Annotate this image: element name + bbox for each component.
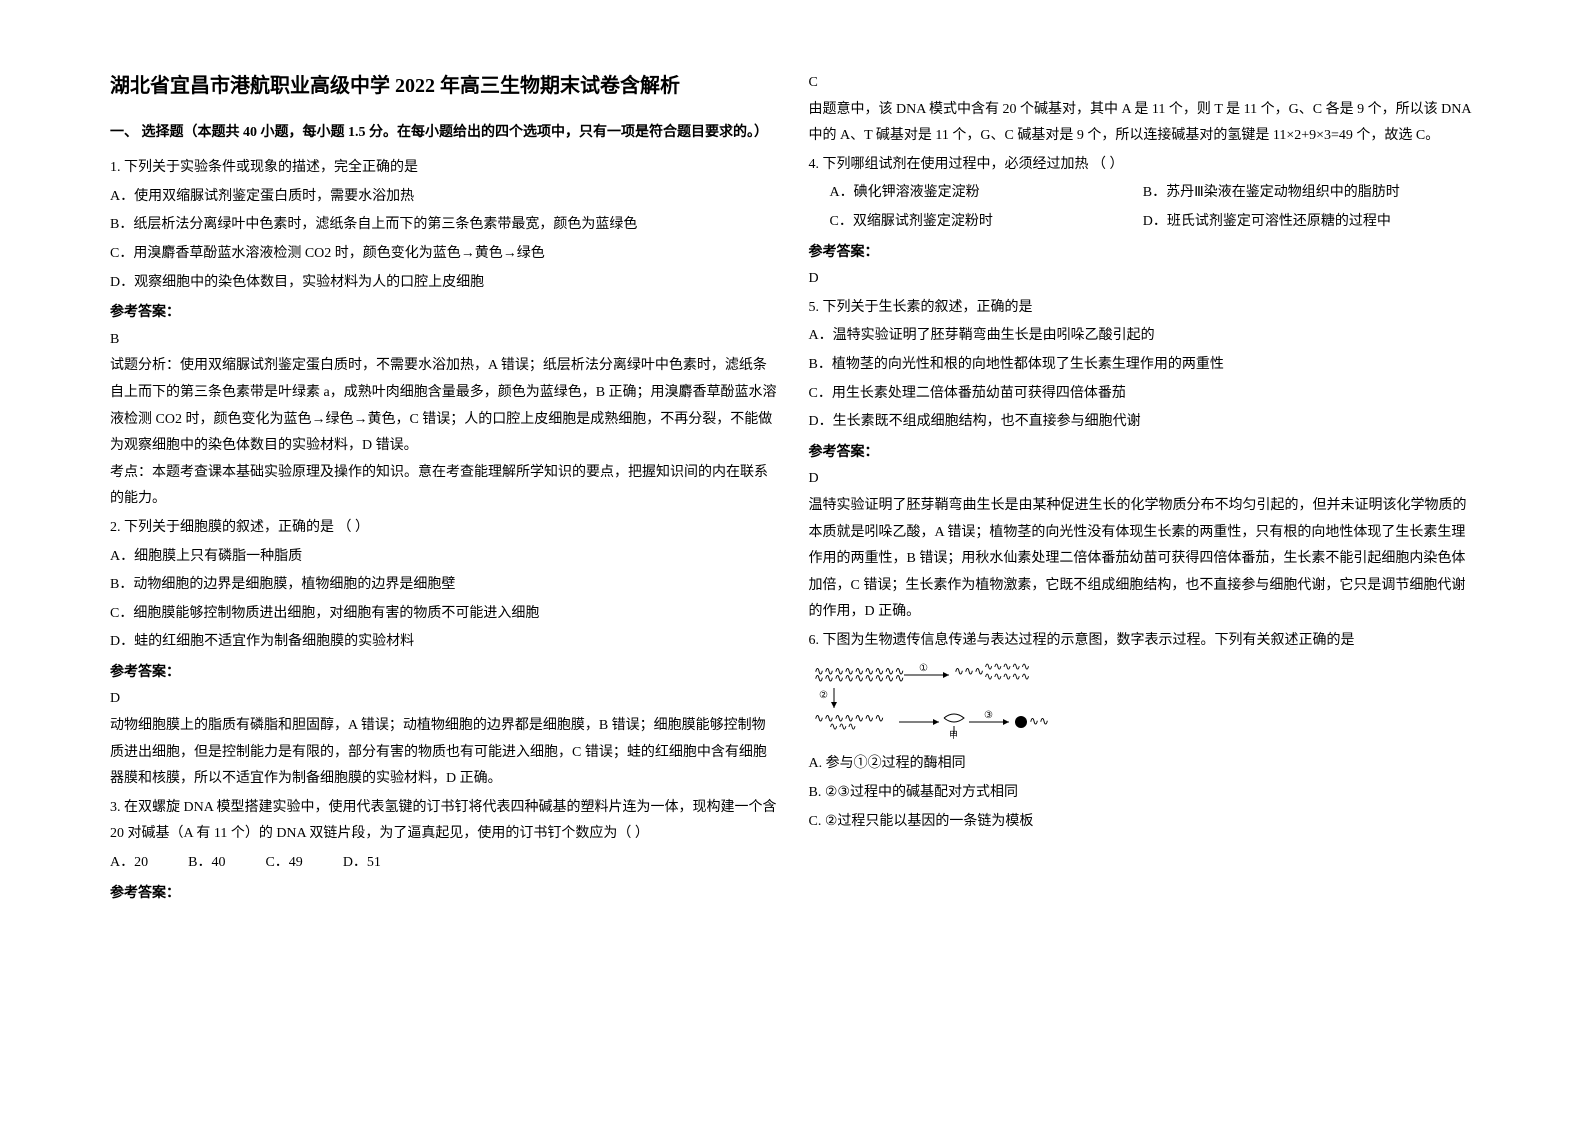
q5-stem: 5. 下列关于生长素的叙述，正确的是 — [809, 295, 1478, 322]
arrow1-head — [943, 672, 949, 678]
q5-answer: D — [809, 466, 1478, 493]
q3-options: A．20 B．40 C．49 D．51 — [110, 850, 779, 877]
q2-answer-label: 参考答案： — [110, 660, 779, 687]
q4-stem: 4. 下列哪组试剂在使用过程中，必须经过加热 （ ） — [809, 152, 1478, 179]
q5-opt-b: B．植物茎的向光性和根的向地性都体现了生长素生理作用的两重性 — [809, 352, 1478, 379]
q3-answer: C — [809, 70, 1478, 97]
flow-diagram-svg: ∿∿∿∿∿∿∿∿∿ ∿∿∿∿∿∿∿∿∿ ① ∿∿∿ ∿∿∿∿∿ ∿∿∿∿∿ ② … — [809, 660, 1089, 740]
q6-opt-b: B. ②③过程中的碱基配对方式相同 — [809, 780, 1478, 807]
q5-opt-d: D．生长素既不组成细胞结构，也不直接参与细胞代谢 — [809, 409, 1478, 436]
q4-row2: C．双缩脲试剂鉴定淀粉时 D．班氏试剂鉴定可溶性还原糖的过程中 — [809, 209, 1478, 236]
rib-label: 甲 — [949, 730, 958, 740]
q4-opt-a: A．碘化钾溶液鉴定淀粉 — [809, 180, 1143, 207]
q2-opt-b: B．动物细胞的边界是细胞膜，植物细胞的边界是细胞壁 — [110, 572, 779, 599]
q1-stem: 1. 下列关于实验条件或现象的描述，完全正确的是 — [110, 155, 779, 182]
q3-opt-d: D．51 — [343, 850, 381, 877]
q1-answer-label: 参考答案： — [110, 300, 779, 327]
arrow2-head — [831, 702, 837, 708]
q4-opt-d: D．班氏试剂鉴定可溶性还原糖的过程中 — [1143, 209, 1477, 236]
dna-right1: ∿∿∿ — [954, 664, 984, 678]
q6-opt-a: A. 参与①②过程的酶相同 — [809, 751, 1478, 778]
q2-answer: D — [110, 686, 779, 713]
q3-opt-a: A．20 — [110, 850, 148, 877]
q3-explain: 由题意中，该 DNA 模式中含有 20 个碱基对，其中 A 是 11 个，则 T… — [809, 97, 1478, 150]
q2-explain: 动物细胞膜上的脂质有磷脂和胆固醇，A 错误；动植物细胞的边界都是细胞膜，B 错误… — [110, 713, 779, 793]
rna-left-b: ∿∿∿ — [829, 721, 857, 733]
q5-opt-c: C．用生长素处理二倍体番茄幼苗可获得四倍体番茄 — [809, 381, 1478, 408]
section-header: 一、 选择题（本题共 40 小题，每小题 1.5 分。在每小题给出的四个选项中，… — [110, 120, 779, 145]
q3-answer-label: 参考答案： — [110, 881, 779, 908]
q6-opt-c: C. ②过程只能以基因的一条链为模板 — [809, 809, 1478, 836]
arrow3b-head — [1003, 719, 1009, 725]
q5-opt-a: A．温特实验证明了胚芽鞘弯曲生长是由吲哚乙酸引起的 — [809, 323, 1478, 350]
label-2: ② — [819, 690, 828, 701]
q4-opt-b: B．苏丹Ⅲ染液在鉴定动物组织中的脂肪时 — [1143, 180, 1477, 207]
q5-answer-label: 参考答案： — [809, 440, 1478, 467]
dna-right2-b: ∿∿∿∿∿ — [984, 671, 1030, 683]
arrow3a-head — [933, 719, 939, 725]
dna-left-b: ∿∿∿∿∿∿∿∿∿ — [814, 671, 905, 685]
q2-opt-d: D．蛙的红细胞不适宜作为制备细胞膜的实验材料 — [110, 629, 779, 656]
q6-stem: 6. 下图为生物遗传信息传递与表达过程的示意图，数字表示过程。下列有关叙述正确的… — [809, 628, 1478, 655]
protein-dot — [1015, 716, 1027, 728]
q3-opt-b: B．40 — [188, 850, 225, 877]
q4-answer: D — [809, 266, 1478, 293]
exam-title: 湖北省宜昌市港航职业高级中学 2022 年高三生物期末试卷含解析 — [110, 70, 779, 102]
q1-explain2: 考点：本题考查课本基础实验原理及操作的知识。意在考查能理解所学知识的要点，把握知… — [110, 460, 779, 513]
q4-row1: A．碘化钾溶液鉴定淀粉 B．苏丹Ⅲ染液在鉴定动物组织中的脂肪时 — [809, 180, 1478, 207]
q4-opt-c: C．双缩脲试剂鉴定淀粉时 — [809, 209, 1143, 236]
q1-opt-a: A．使用双缩脲试剂鉴定蛋白质时，需要水浴加热 — [110, 184, 779, 211]
label-3: ③ — [984, 710, 993, 721]
q3-opt-c: C．49 — [265, 850, 302, 877]
q2-opt-a: A．细胞膜上只有磷脂一种脂质 — [110, 544, 779, 571]
q2-stem: 2. 下列关于细胞膜的叙述，正确的是 （ ） — [110, 515, 779, 542]
q1-answer: B — [110, 327, 779, 354]
q1-opt-b: B．纸层析法分离绿叶中色素时，滤纸条自上而下的第三条色素带最宽，颜色为蓝绿色 — [110, 212, 779, 239]
q3-stem: 3. 在双螺旋 DNA 模型搭建实验中，使用代表氢键的订书钉将代表四种碱基的塑料… — [110, 795, 779, 848]
label-1: ① — [919, 663, 928, 674]
q2-opt-c: C．细胞膜能够控制物质进出细胞，对细胞有害的物质不可能进入细胞 — [110, 601, 779, 628]
ribosome-icon — [944, 714, 964, 722]
q6-diagram: ∿∿∿∿∿∿∿∿∿ ∿∿∿∿∿∿∿∿∿ ① ∿∿∿ ∿∿∿∿∿ ∿∿∿∿∿ ② … — [809, 660, 1478, 745]
q4-answer-label: 参考答案： — [809, 240, 1478, 267]
protein-tail: ∿∿ — [1029, 714, 1049, 728]
q5-explain: 温特实验证明了胚芽鞘弯曲生长是由某种促进生长的化学物质分布不均匀引起的，但并未证… — [809, 493, 1478, 626]
q1-opt-d: D．观察细胞中的染色体数目，实验材料为人的口腔上皮细胞 — [110, 270, 779, 297]
q1-explain1: 试题分析：使用双缩脲试剂鉴定蛋白质时，不需要水浴加热，A 错误；纸层析法分离绿叶… — [110, 353, 779, 459]
q1-opt-c: C．用溴麝香草酚蓝水溶液检测 CO2 时，颜色变化为蓝色→黄色→绿色 — [110, 241, 779, 268]
